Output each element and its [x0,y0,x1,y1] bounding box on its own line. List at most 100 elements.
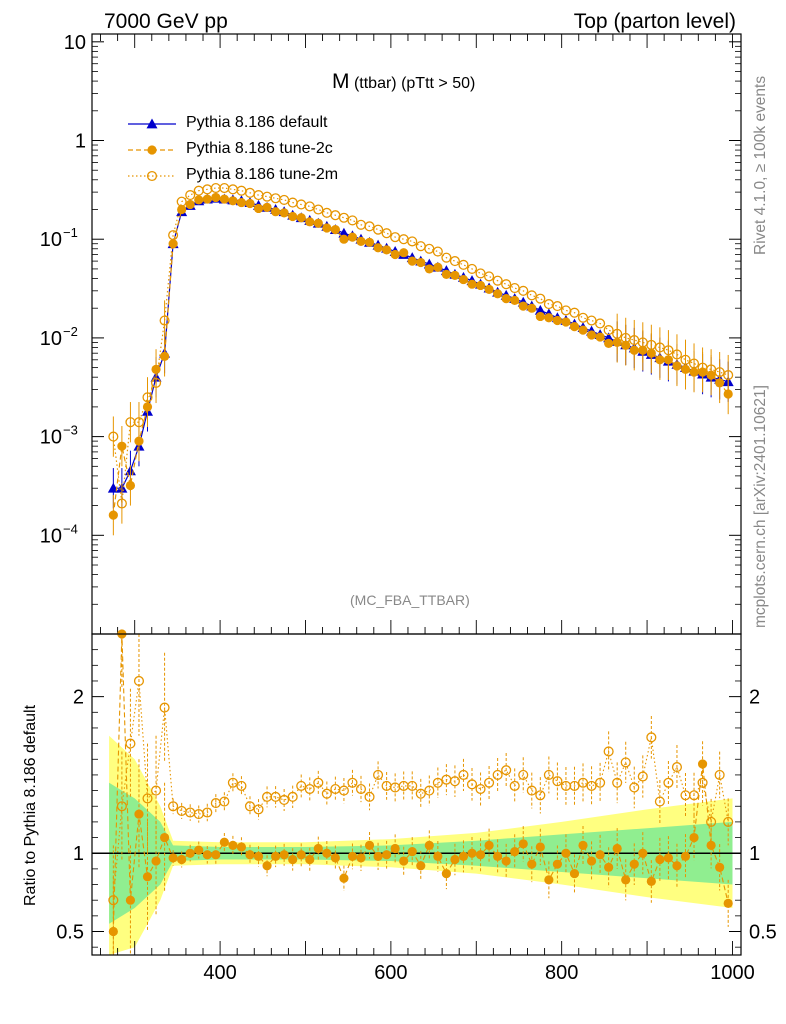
ratio-point [697,777,708,788]
ratio-point [543,769,554,780]
x-tick-label: 400 [203,962,236,984]
data-point [150,377,162,388]
data-point [535,293,546,304]
ratio-point [219,837,229,847]
data-point [501,294,511,304]
ratio-point [518,769,529,780]
data-point [253,203,264,214]
ratio-point [723,898,733,908]
ratio-point [663,777,674,788]
ratio-point [527,859,537,869]
series-line [112,187,729,504]
y-tick-label: 1 [75,131,86,153]
data-point [279,208,289,218]
ratio-point [612,843,622,854]
data-point [194,195,204,205]
ratio-point [706,816,717,827]
ratio-point [177,854,187,865]
data-point [227,184,238,195]
ratio-point [501,856,511,866]
ratio-point [450,854,460,865]
ratio-point [416,861,426,871]
ratio-point [313,843,323,854]
data-point [168,230,179,241]
data-point [168,239,178,249]
ratio-point [356,853,366,863]
ratio-point [339,873,349,883]
ratio-point [253,804,264,815]
x-tick-label: 600 [374,962,407,984]
ratio-point [552,776,563,787]
ratio-point [578,840,588,850]
y-tick-label: 10 [40,328,62,350]
legend-marker-sample [146,170,158,182]
ratio-point [646,876,656,887]
y-tick-label: 10 [64,32,86,54]
ratio-point [475,783,486,795]
ratio-point [510,847,520,857]
ratio-point [305,854,315,865]
ratio-point [595,850,605,860]
data-point [595,318,606,329]
ratio-point [390,843,400,854]
ratio-point [493,851,503,861]
data-point [228,196,238,206]
data-point [671,349,683,360]
data-point [373,243,383,253]
ratio-point [373,851,383,861]
data-point [552,315,563,326]
ratio-point [159,832,170,843]
ratio-point [603,746,614,757]
data-point [108,510,118,520]
plot-title-sub: (ttbar) (pTtt > 50) [353,75,476,92]
data-point [561,317,571,327]
data-point [416,257,426,268]
data-point [262,202,272,213]
ratio-point [133,675,145,687]
ratio-point [604,862,614,872]
data-point [245,198,255,209]
data-point [373,224,384,235]
data-point [338,227,350,238]
data-point [595,332,605,342]
ratio-line [112,680,729,901]
x-tick-label: 1000 [710,962,755,984]
data-point [680,354,691,365]
data-point [159,351,170,361]
data-point [560,305,571,316]
data-point [219,194,229,204]
data-point [467,279,477,289]
ratio-point [322,848,332,858]
series-tune-2m [108,182,734,524]
data-point [433,262,443,272]
ratio-point [296,780,307,791]
ratio-point [253,851,264,861]
data-point [501,279,512,290]
data-point [569,322,580,332]
data-point [510,295,520,305]
ratio-panel: 0.5 0.5 1 1 2 2 400 600 800 1000 [56,629,777,984]
ratio-point [202,850,212,860]
data-point [296,213,306,223]
data-point [236,197,247,208]
ratio-point [364,791,375,802]
ratio-point [245,850,255,860]
ratio-point [270,851,281,861]
x-tick-label: 800 [545,962,578,984]
series-tune-2c [108,192,733,536]
ratio-point [168,853,178,863]
ratio-series-tune-2c [108,629,733,955]
ratio-point [663,853,674,863]
ratio-point [142,872,153,882]
ratio-point [407,847,417,857]
legend-label-default: Pythia 8.186 default [186,114,328,131]
ratio-y-tick-label-right: 0.5 [749,922,777,944]
data-point [398,234,409,245]
y-tick-exponent: −3 [63,423,78,438]
y-tick-label: 10 [40,229,62,251]
plot-title-main: M [332,70,350,93]
ratio-point [262,861,272,871]
data-point [407,236,418,247]
ratio-point [714,769,725,780]
